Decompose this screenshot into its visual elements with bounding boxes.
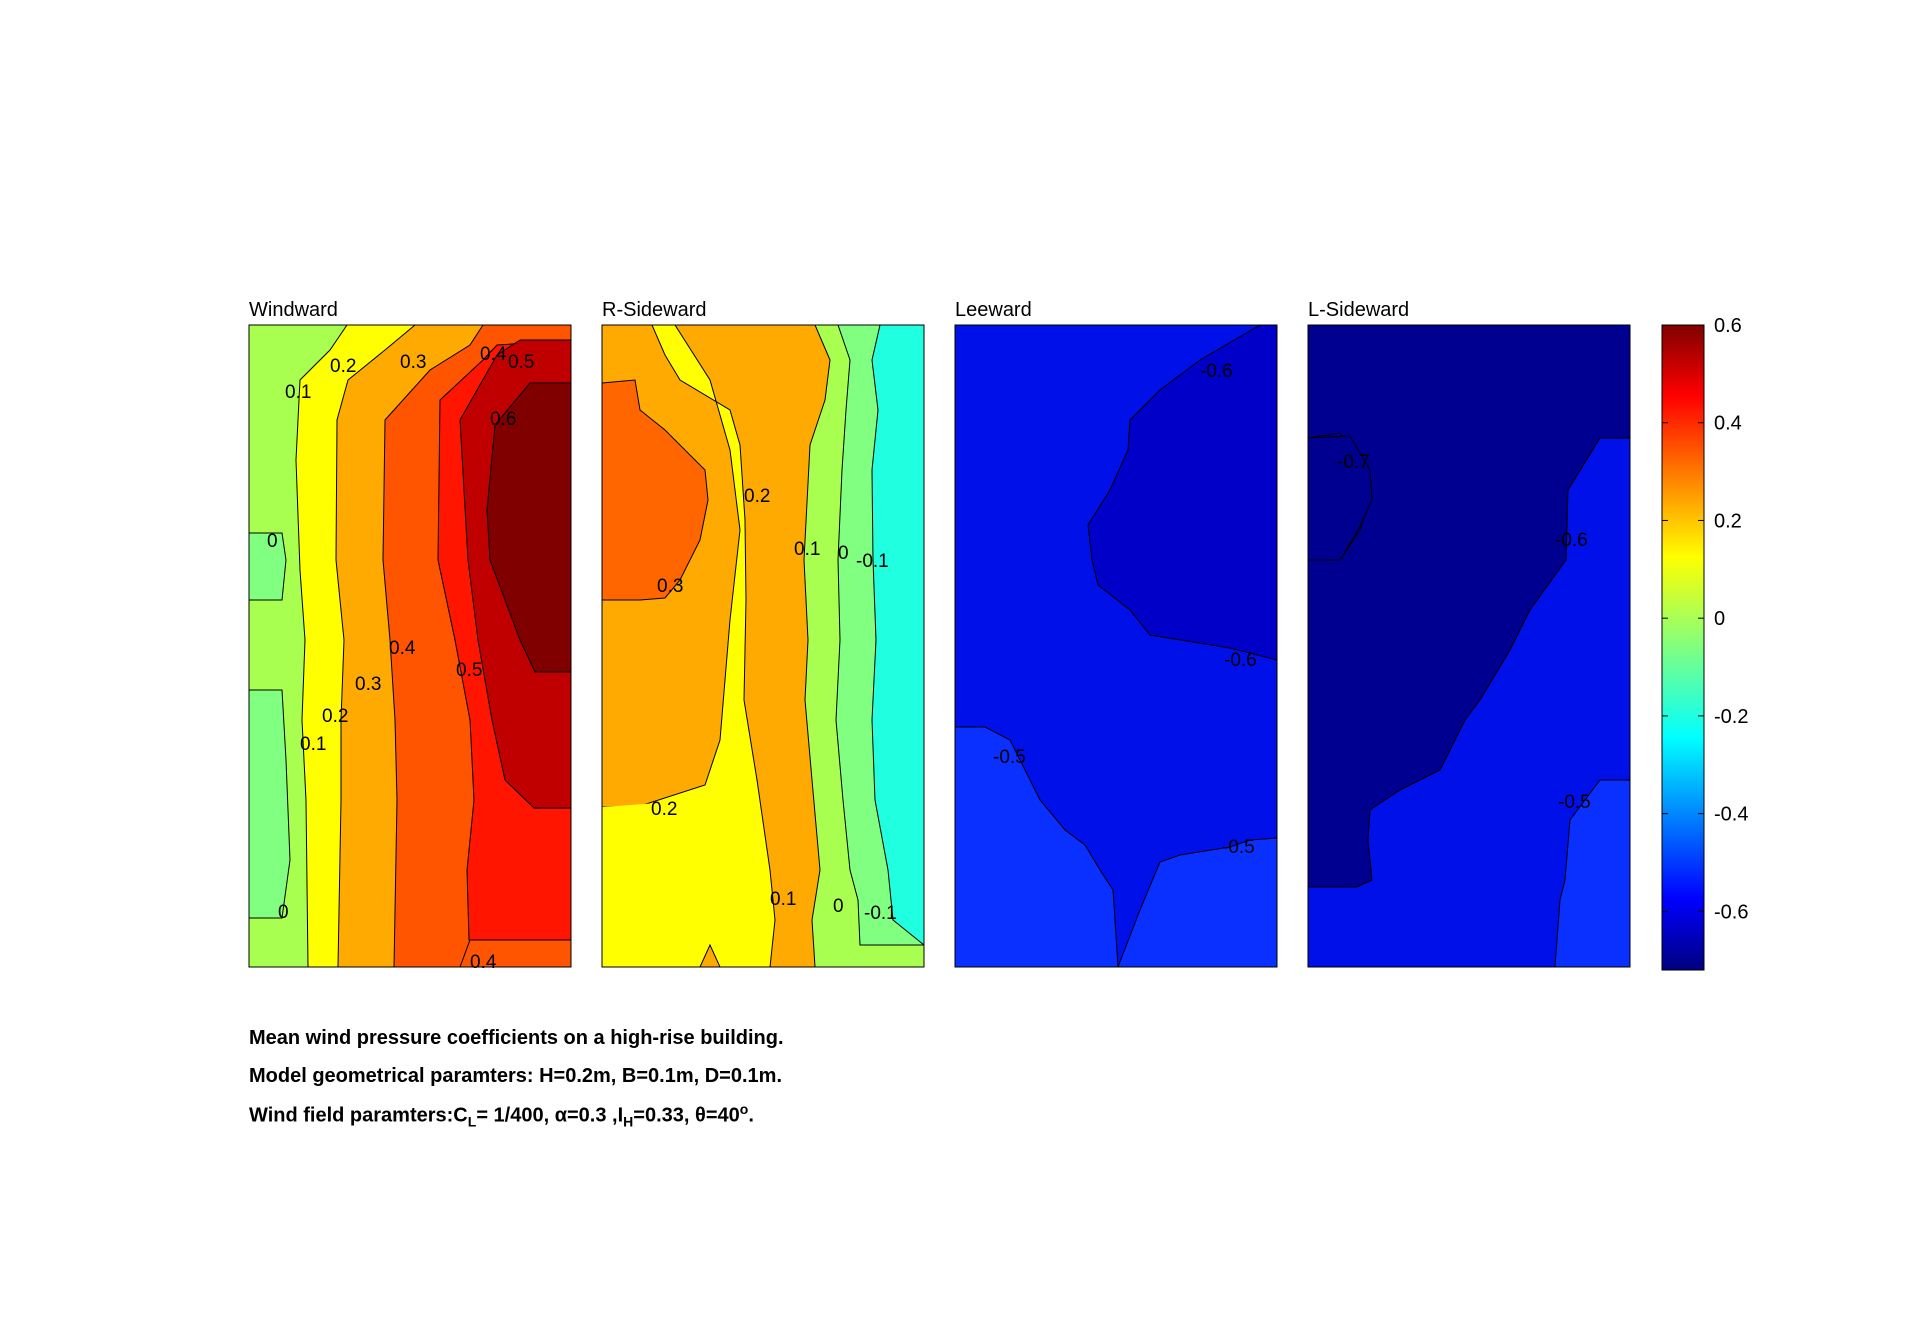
clabel-w5: 0.5: [508, 352, 534, 373]
clabel-ls1: -0.7: [1337, 452, 1370, 473]
clabel-r2: 0.1: [794, 539, 820, 560]
clabel-ls2: -0.6: [1555, 530, 1588, 551]
caption3-mid1: = 1/400, α=0.3 ,I: [476, 1104, 624, 1127]
clabel-w9: 0.5: [456, 660, 482, 681]
caption-line2: Model geometrical paramters: H=0.2m, B=0…: [249, 1065, 782, 1087]
colorbar-tick-label: 0.2: [1714, 510, 1742, 532]
clabel-w8: 0.4: [389, 638, 416, 659]
clabel-r3: 0: [838, 543, 849, 564]
band-rside-bottom-spike: [699, 943, 721, 967]
panel-windward: 0.1 0.2 0.3 0.4 0.5 0.6 0 0.4 0.5 0.3 0.…: [248, 324, 572, 973]
clabel-w1: 0.1: [285, 382, 311, 403]
clabel-w2: 0.2: [330, 356, 356, 377]
panel-leeward: -0.6 -0.6 -0.5 -0.5: [954, 324, 1278, 968]
clabel-l3: -0.5: [993, 747, 1026, 768]
band-rside-neg0.2: [871, 325, 924, 946]
caption3-end: .: [748, 1104, 754, 1127]
band-windward-neg: [249, 532, 287, 601]
caption3-sub1: L: [467, 1113, 477, 1130]
caption-line3: Wind field paramters:CL= 1/400, α=0.3 ,I…: [249, 1101, 754, 1130]
caption3-sup: o: [739, 1101, 749, 1117]
panel-title-windward: Windward: [249, 299, 338, 321]
colorbar-tick-label: -0.6: [1714, 901, 1748, 923]
clabel-r4: -0.1: [856, 551, 889, 572]
clabel-w3: 0.3: [400, 352, 426, 373]
clabel-w13: 0: [278, 902, 289, 923]
clabel-r1: 0.2: [744, 486, 770, 507]
colorbar-tick-label: 0.4: [1714, 413, 1742, 435]
band-leeward-0.5-right: [1117, 837, 1277, 967]
clabel-w6: 0.6: [490, 409, 516, 430]
panel-title-l-sideward: L-Sideward: [1308, 299, 1409, 321]
band-lside-0.7-redraw-mid: [1308, 435, 1373, 561]
colorbar: 0.6 0.4 0.2 0 -0.2 -0.4 -0.6: [1661, 315, 1748, 971]
colorbar-tick-label: -0.4: [1714, 804, 1748, 826]
band-rside-0.1-lower: [602, 800, 705, 967]
panel-title-r-sideward: R-Sideward: [602, 299, 706, 321]
clabel-r7: 0.1: [770, 889, 796, 910]
clabel-l1: -0.6: [1200, 361, 1233, 382]
band-windward-bottom-0.4: [459, 939, 571, 967]
colorbar-tick-label: -0.2: [1714, 706, 1748, 728]
clabel-w7: 0: [267, 531, 278, 552]
clabel-w11: 0.2: [322, 706, 348, 727]
band-rside-0.3: [602, 379, 709, 601]
band-lside-0.5: [1554, 779, 1630, 967]
band-leeward-0.5-left: [955, 726, 1119, 967]
band-windward-neg2: [249, 689, 291, 919]
clabel-w14: 0.4: [470, 952, 497, 973]
clabel-r8: 0: [833, 896, 844, 917]
caption3-sub2: H: [623, 1113, 634, 1130]
panel-title-leeward: Leeward: [955, 299, 1032, 321]
panel-r-sideward: 0.2 0.1 0 -0.1 0.3 0.2 0.1 0 -0.1: [601, 324, 925, 968]
clabel-w4: 0.4: [480, 344, 507, 365]
band-leeward-0.6: [1087, 325, 1277, 661]
band-windward-0.6: [486, 382, 571, 673]
clabel-w12: 0.1: [300, 734, 326, 755]
clabel-l4: -0.5: [1222, 837, 1255, 858]
clabel-ls3: -0.5: [1558, 792, 1591, 813]
caption3-prefix: Wind field paramters:C: [249, 1104, 468, 1127]
caption3-mid2: =0.33, θ=40: [633, 1104, 740, 1127]
clabel-r9: -0.1: [864, 903, 897, 924]
clabel-r5: 0.3: [657, 576, 683, 597]
band-lside-0.6-lower: [1308, 437, 1630, 967]
clabel-l2: -0.6: [1224, 650, 1257, 671]
colorbar-tick-label: 0.6: [1714, 315, 1742, 337]
colorbar-tick-label: 0: [1714, 608, 1725, 630]
clabel-r6: 0.2: [651, 799, 677, 820]
clabel-w10: 0.3: [355, 674, 381, 695]
panel-l-sideward: -0.7 -0.6 -0.5: [1307, 324, 1631, 968]
caption-line1: Mean wind pressure coefficients on a hig…: [249, 1027, 784, 1049]
